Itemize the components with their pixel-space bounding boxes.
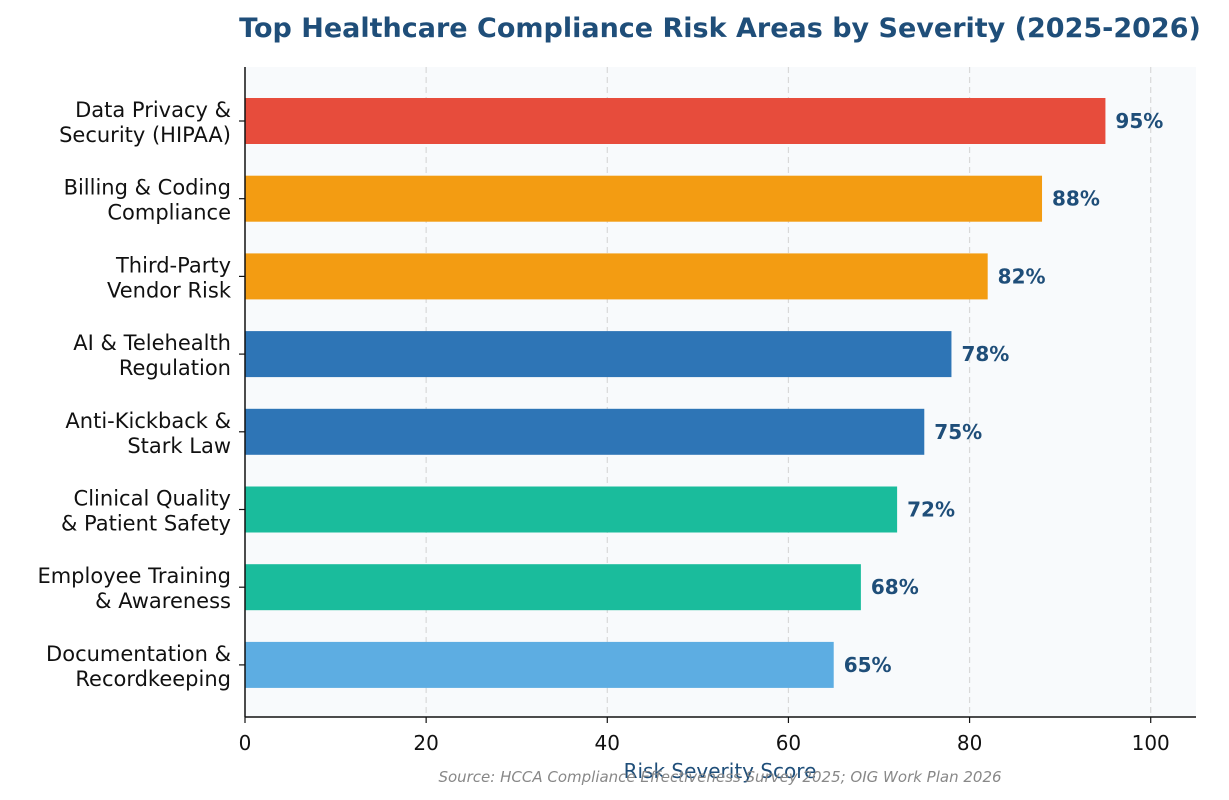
category-label: Employee Training & Awareness: [37, 564, 231, 613]
bar: [245, 564, 861, 611]
bar: [245, 331, 952, 378]
source-note: Source: HCCA Compliance Effectiveness Su…: [438, 768, 1001, 786]
value-label: 72%: [907, 498, 955, 522]
value-label: 78%: [961, 342, 1009, 366]
value-label: 68%: [871, 575, 919, 599]
x-axis-ticks: 0 20 40 60 80 100: [239, 717, 1170, 755]
value-labels: 95% 88% 82% 78% 75% 72% 68% 65%: [844, 109, 1164, 677]
bar: [245, 175, 1043, 222]
value-label: 65%: [844, 653, 892, 677]
x-tick-label: 80: [957, 731, 982, 755]
bar: [245, 253, 988, 300]
bar: [245, 641, 834, 688]
x-tick-label: 100: [1132, 731, 1170, 755]
value-label: 75%: [934, 420, 982, 444]
bars: [245, 98, 1106, 688]
category-labels: Data Privacy & Security (HIPAA) Billing & …: [37, 98, 245, 691]
value-label: 82%: [998, 264, 1046, 288]
bar: [245, 486, 898, 533]
category-label: Billing & Coding Compliance: [64, 176, 231, 225]
x-tick-label: 40: [595, 731, 620, 755]
bar: [245, 408, 925, 455]
category-label: Third-Party Vendor Risk: [107, 253, 232, 302]
plot-area: [245, 67, 1196, 717]
category-label: Data Privacy & Security (HIPAA): [59, 98, 231, 147]
bar: [245, 98, 1106, 144]
x-tick-label: 0: [239, 731, 252, 755]
x-axis-label: Risk Severity Score: [624, 759, 817, 783]
value-label: 95%: [1115, 109, 1163, 133]
category-label: AI & Telehealth Regulation: [73, 331, 231, 380]
chart-title: Top Healthcare Compliance Risk Areas by …: [239, 13, 1201, 44]
x-tick-label: 60: [776, 731, 801, 755]
category-label: Clinical Quality & Patient Safety: [61, 487, 231, 536]
category-label: Documentation & Recordkeeping: [46, 642, 231, 691]
value-label: 88%: [1052, 187, 1100, 211]
x-tick-label: 20: [413, 731, 438, 755]
category-label: Anti-Kickback & Stark Law: [65, 409, 231, 458]
